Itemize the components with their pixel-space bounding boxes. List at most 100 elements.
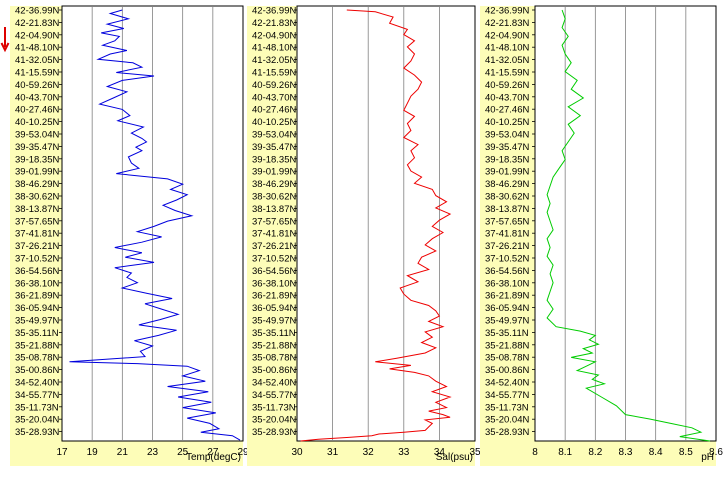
latitude-label: 41-32.05N: [252, 55, 297, 66]
latitude-label: 39-35.47N: [252, 142, 297, 153]
latitude-label: 35-00.86N: [252, 365, 297, 376]
latitude-label: 40-59.26N: [15, 80, 60, 91]
latitude-label: 40-43.70N: [485, 92, 530, 103]
latitude-label: 35-28.93N: [252, 427, 297, 438]
latitude-label: 35-08.78N: [15, 353, 60, 364]
latitude-label: 36-38.10N: [252, 278, 297, 289]
x-tick-label: 25: [177, 447, 189, 458]
latitude-label: 37-10.52N: [252, 254, 297, 265]
latitude-label: 35-08.78N: [485, 353, 530, 364]
latitude-label: 35-28.93N: [15, 427, 60, 438]
latitude-label: 35-35.11N: [252, 328, 296, 339]
latitude-label: 35-11.73N: [485, 402, 529, 413]
latitude-label: 40-10.25N: [15, 117, 60, 128]
latitude-label: 35-20.04N: [485, 415, 530, 426]
latitude-label: 37-57.65N: [15, 216, 60, 227]
latitude-label: 41-48.10N: [485, 43, 530, 54]
latitude-label: 37-41.81N: [252, 229, 297, 240]
latitude-label: 35-49.97N: [485, 316, 530, 327]
ph-panel: 8 8.1 8.2 8.3 8.4 8.5 8.6 42-36.99N42-21.83N42-…: [480, 5, 723, 466]
latitude-label: 40-10.25N: [252, 117, 297, 128]
latitude-label: 35-20.04N: [252, 415, 297, 426]
latitude-label: 34-55.77N: [252, 390, 297, 401]
latitude-label: 40-10.25N: [485, 117, 530, 128]
x-tick-label: 8.4: [649, 447, 663, 458]
latitude-label: 36-21.89N: [15, 291, 60, 302]
latitude-label: 41-48.10N: [252, 43, 297, 54]
latitude-label: 35-21.88N: [485, 340, 530, 351]
x-tick-label: 19: [87, 447, 99, 458]
x-axis-label: Temp(degC): [186, 452, 241, 463]
latitude-label: 39-01.99N: [15, 167, 60, 178]
latitude-label: 38-13.87N: [15, 204, 60, 215]
x-tick-label: 8: [532, 447, 538, 458]
latitude-label: 41-15.59N: [485, 68, 530, 79]
latitude-label: 38-13.87N: [485, 204, 530, 215]
latitude-label: 42-36.99N: [252, 6, 297, 17]
latitude-label: 35-49.97N: [15, 316, 60, 327]
x-tick-label: 29: [237, 447, 249, 458]
latitude-label: 36-54.56N: [252, 266, 297, 277]
temperature-panel: 17 19 21 23 25 27 29 42-36.99N42-21.83N42-04.90…: [10, 5, 249, 466]
latitude-label: 39-18.35N: [252, 154, 297, 165]
latitude-label: 42-04.90N: [15, 30, 60, 41]
latitude-label: 40-27.46N: [252, 105, 297, 116]
latitude-label: 41-32.05N: [15, 55, 60, 66]
x-tick-label: 33: [398, 447, 410, 458]
latitude-label: 37-10.52N: [15, 254, 60, 265]
latitude-label: 40-59.26N: [252, 80, 297, 91]
x-tick-label: 27: [207, 447, 219, 458]
latitude-label: 35-21.88N: [15, 340, 60, 351]
latitude-label: 37-10.52N: [485, 254, 530, 265]
x-tick-label: 17: [56, 447, 68, 458]
latitude-label: 35-11.73N: [252, 402, 296, 413]
latitude-label: 38-46.29N: [485, 179, 530, 190]
latitude-label: 40-27.46N: [15, 105, 60, 116]
latitude-label: 36-21.89N: [252, 291, 297, 302]
latitude-label: 35-35.11N: [15, 328, 59, 339]
latitude-label: 42-04.90N: [485, 30, 530, 41]
latitude-label: 35-28.93N: [485, 427, 530, 438]
latitude-label: 37-57.65N: [252, 216, 297, 227]
x-axis-label: pH: [701, 452, 714, 463]
latitude-label: 36-38.10N: [15, 278, 60, 289]
latitude-label: 36-05.94N: [15, 303, 60, 314]
latitude-label: 35-49.97N: [252, 316, 297, 327]
down-arrow-icon: [0, 27, 10, 53]
latitude-label: 37-41.81N: [15, 229, 60, 240]
latitude-label: 41-32.05N: [485, 55, 530, 66]
latitude-label: 39-53.04N: [485, 130, 530, 141]
x-axis-label: Sal(psu): [436, 452, 473, 463]
latitude-label: 35-11.73N: [15, 402, 59, 413]
latitude-label: 36-21.89N: [485, 291, 530, 302]
latitude-label: 38-46.29N: [15, 179, 60, 190]
series-line: [300, 9, 452, 442]
x-tick-label: 8.1: [558, 447, 572, 458]
x-tick-label: 23: [147, 447, 159, 458]
latitude-label: 34-55.77N: [15, 390, 60, 401]
latitude-label: 42-21.83N: [485, 18, 530, 29]
series-line: [69, 9, 241, 441]
x-tick-label: 8.5: [679, 447, 693, 458]
x-tick-label: 31: [327, 447, 339, 458]
latitude-label: 35-00.86N: [15, 365, 60, 376]
latitude-label: 39-35.47N: [15, 142, 60, 153]
latitude-label: 34-55.77N: [485, 390, 530, 401]
latitude-label: 37-26.21N: [485, 241, 530, 252]
latitude-label: 39-18.35N: [485, 154, 530, 165]
latitude-label: 36-38.10N: [485, 278, 530, 289]
latitude-label: 42-36.99N: [485, 6, 530, 17]
latitude-label: 38-30.62N: [15, 192, 60, 203]
latitude-label: 35-20.04N: [15, 415, 60, 426]
x-tick-label: 8.6: [709, 447, 723, 458]
latitude-label: 40-43.70N: [15, 92, 60, 103]
x-tick-label: 32: [363, 447, 375, 458]
x-tick-label: 30: [291, 447, 303, 458]
latitude-label: 39-18.35N: [15, 154, 60, 165]
latitude-label: 42-21.83N: [252, 18, 297, 29]
x-tick-label: 21: [117, 447, 129, 458]
latitude-label: 40-43.70N: [252, 92, 297, 103]
latitude-label: 37-26.21N: [15, 241, 60, 252]
x-tick-label: 8.2: [588, 447, 602, 458]
